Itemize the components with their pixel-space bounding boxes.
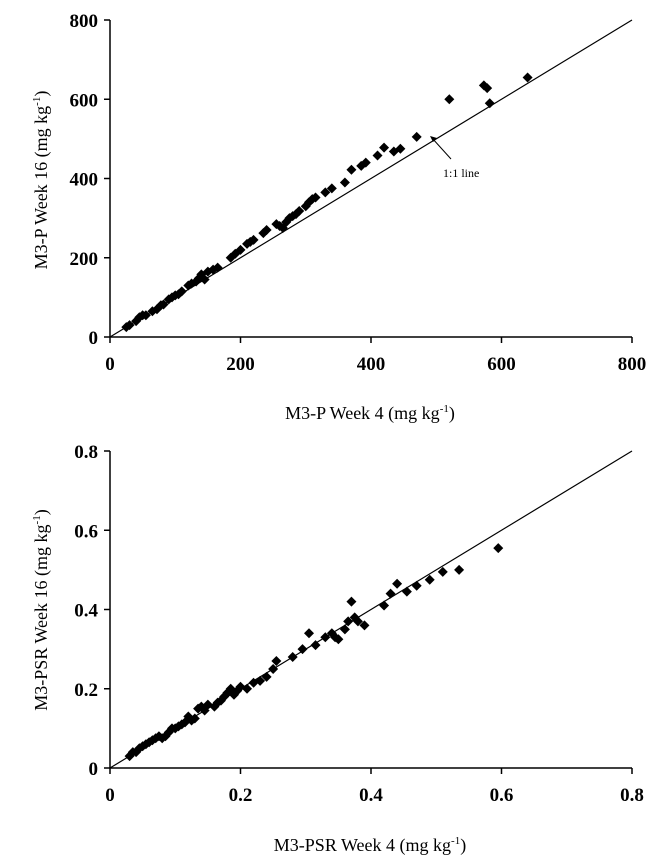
chart-top-annotation-arrowhead bbox=[430, 136, 437, 142]
chart-bottom-y-tick-label: 0 bbox=[89, 759, 99, 780]
chart-bottom-data-point bbox=[411, 580, 422, 591]
chart-bottom-data-point bbox=[310, 640, 321, 651]
chart-top-data-point bbox=[212, 262, 223, 273]
chart-top-data-point bbox=[482, 83, 493, 94]
chart-top-x-axis-title: M3-P Week 4 (mg kg-1) bbox=[285, 403, 455, 424]
chart-bottom-data-point bbox=[379, 600, 390, 611]
chart-bottom-data-point bbox=[320, 632, 331, 643]
chart-bottom-data-point bbox=[359, 620, 370, 631]
chart-bottom-data-point bbox=[333, 634, 344, 645]
chart-bottom-y-tick-label: 0.4 bbox=[74, 601, 98, 622]
chart-top-y-tick-label: 600 bbox=[70, 90, 99, 111]
chart-top-ticks: 0 200 400 600 800 0 200 400 600 800 bbox=[70, 11, 647, 375]
chart-top-data-point bbox=[176, 286, 187, 297]
chart-bottom-x-tick-label: 0.8 bbox=[620, 785, 644, 806]
chart-top-data-point bbox=[326, 183, 337, 194]
chart-bottom-data-point bbox=[392, 578, 403, 589]
chart-bottom-points bbox=[124, 543, 504, 762]
chart-bottom-data-point bbox=[304, 628, 315, 639]
chart-bottom-data-point bbox=[271, 656, 282, 667]
chart-bottom-data-point bbox=[437, 566, 448, 577]
chart-bottom-y-tick-label: 0.2 bbox=[74, 680, 98, 701]
chart-bottom-data-point bbox=[424, 574, 435, 585]
chart-bottom-y-tick-label: 0.6 bbox=[74, 521, 98, 542]
chart-bottom-data-point bbox=[343, 616, 354, 627]
chart-top-y-tick-label: 0 bbox=[89, 328, 99, 349]
chart-bottom-data-point bbox=[242, 683, 253, 694]
chart-top-data-point bbox=[395, 143, 406, 154]
chart-top-x-tick-label: 0 bbox=[105, 354, 115, 375]
chart-top-y-tick-label: 400 bbox=[70, 170, 99, 191]
chart-top-data-point bbox=[235, 244, 246, 255]
chart-top-data-point bbox=[339, 177, 350, 188]
chart-top-data-point bbox=[411, 131, 422, 142]
chart-top-x-tick-label: 400 bbox=[357, 354, 386, 375]
chart-top-data-point bbox=[484, 98, 495, 109]
chart-top-data-point bbox=[522, 72, 533, 83]
chart-top-x-tick-label: 200 bbox=[226, 354, 255, 375]
chart-top-data-point bbox=[372, 150, 383, 161]
chart-top-points bbox=[121, 72, 533, 333]
chart-top-data-point bbox=[379, 142, 390, 153]
chart-top-data-point bbox=[320, 187, 331, 198]
chart-bottom-x-tick-label: 0.2 bbox=[229, 785, 253, 806]
chart-bottom-x-axis-title: M3-PSR Week 4 (mg kg-1) bbox=[274, 835, 466, 856]
chart-top-x-tick-label: 600 bbox=[487, 354, 516, 375]
chart-top-data-point bbox=[158, 299, 169, 310]
chart-top-y-tick-label: 800 bbox=[70, 11, 99, 32]
chart-top-data-point bbox=[140, 310, 151, 321]
chart-bottom-data-point bbox=[287, 652, 298, 663]
chart-bottom-data-point bbox=[454, 564, 465, 575]
chart-bottom-data-point bbox=[385, 588, 396, 599]
chart-bottom: 0 0.2 0.4 0.6 0.8 0 0.2 0.4 0.6 0.8 M3-PSR Week 4… bbox=[31, 442, 644, 856]
chart-top-annotation-label: 1:1 line bbox=[443, 166, 479, 180]
chart-bottom-x-tick-label: 0 bbox=[105, 785, 115, 806]
chart-top: 0 200 400 600 800 0 200 400 600 800 1:1 line M3-P… bbox=[31, 11, 646, 424]
chart-top-data-point bbox=[360, 157, 371, 168]
chart-top-data-point bbox=[346, 164, 357, 175]
chart-bottom-data-point bbox=[346, 596, 357, 607]
chart-bottom-y-tick-label: 0.8 bbox=[74, 442, 98, 463]
chart-bottom-x-tick-label: 0.6 bbox=[490, 785, 514, 806]
chart-bottom-reference-line bbox=[109, 450, 633, 769]
chart-top-data-point bbox=[310, 192, 321, 203]
chart-bottom-data-point bbox=[189, 713, 200, 724]
chart-top-data-point bbox=[294, 205, 305, 216]
chart-bottom-data-point bbox=[493, 543, 504, 554]
chart-bottom-data-point bbox=[297, 644, 308, 655]
chart-bottom-y-axis-title: M3-PSR Week 16 (mg kg-1) bbox=[31, 509, 52, 710]
chart-top-annotation-arrow bbox=[431, 137, 452, 160]
chart-top-data-point bbox=[444, 94, 455, 105]
chart-bottom-data-point bbox=[401, 586, 412, 597]
chart-bottom-data-point bbox=[255, 675, 266, 686]
chart-top-y-tick-label: 200 bbox=[70, 249, 99, 270]
chart-top-y-axis-title: M3-P Week 16 (mg kg-1) bbox=[31, 91, 52, 270]
chart-bottom-x-tick-label: 0.4 bbox=[359, 785, 383, 806]
chart-bottom-data-point bbox=[352, 616, 363, 627]
chart-top-data-point bbox=[199, 274, 210, 285]
chart-top-data-point bbox=[248, 234, 259, 245]
chart-bottom-data-point bbox=[261, 671, 272, 682]
chart-top-x-tick-label: 800 bbox=[618, 354, 647, 375]
chart-top-data-point bbox=[261, 225, 272, 236]
chart-bottom-ticks: 0 0.2 0.4 0.6 0.8 0 0.2 0.4 0.6 0.8 bbox=[74, 442, 644, 806]
chart-bottom-data-point bbox=[339, 624, 350, 635]
chart-top-data-point bbox=[124, 320, 135, 331]
chart-bottom-data-point bbox=[268, 663, 279, 674]
